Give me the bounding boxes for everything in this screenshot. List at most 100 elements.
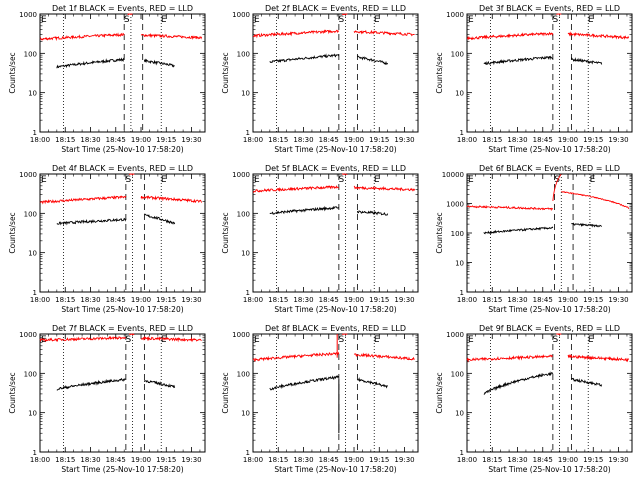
- panel-8: Det 8f BLACK = Events, RED = LLD 1 10 100 10…: [221, 324, 419, 474]
- y-tick-label: 10: [241, 90, 250, 98]
- x-tick-label: 18:45: [533, 136, 553, 144]
- y-tick-label: 10: [28, 250, 37, 258]
- marker-label: E: [254, 15, 260, 25]
- marker-label: E: [588, 15, 594, 25]
- marker-label: E: [590, 175, 596, 185]
- panel-7: Det 7f BLACK = Events, RED = LLD 1 10 100 10…: [8, 324, 206, 474]
- series-line-lld: [567, 353, 629, 363]
- marker-label: E: [374, 175, 380, 185]
- series-line-lld: [140, 335, 202, 343]
- marker-label: S: [126, 335, 132, 345]
- x-tick-label: 18:45: [319, 136, 339, 144]
- x-tick-label: 18:00: [243, 136, 263, 144]
- y-tick-label: 1: [33, 289, 37, 297]
- marker-label: E: [468, 15, 474, 25]
- panel-3: Det 3f BLACK = Events, RED = LLD 1 10 100 10…: [435, 4, 633, 154]
- y-axis-label: Counts/sec: [221, 52, 230, 93]
- y-tick-label: 10: [28, 410, 37, 418]
- series-line-events: [357, 377, 388, 389]
- y-tick-label: 10: [28, 90, 37, 98]
- panel-title: Det 1f BLACK = Events, RED = LLD: [52, 4, 193, 13]
- y-axis-label: Counts/sec: [435, 212, 444, 253]
- series-line-lld: [561, 191, 630, 210]
- x-tick-label: 18:15: [482, 456, 502, 464]
- series-line-lld: [353, 29, 415, 37]
- x-axis-label: Start Time (25-Nov-10 17:58:20): [61, 465, 183, 474]
- panel-5: Det 5f BLACK = Events, RED = LLD 1 10 100 10…: [221, 164, 419, 314]
- x-tick-label: 18:00: [243, 456, 263, 464]
- x-axis-label: Start Time (25-Nov-10 17:58:20): [488, 145, 610, 154]
- x-tick-label: 19:15: [156, 296, 176, 304]
- x-tick-label: 18:15: [482, 136, 502, 144]
- y-tick-label: 10: [455, 410, 464, 418]
- marker-label: E: [468, 335, 474, 345]
- x-tick-label: 18:45: [533, 296, 553, 304]
- x-tick-label: 19:00: [558, 296, 578, 304]
- y-tick-label: 100: [24, 370, 37, 378]
- x-tick-label: 18:30: [80, 296, 100, 304]
- series-line-events: [483, 226, 554, 235]
- marker-label: E: [374, 15, 380, 25]
- x-tick-label: 19:15: [369, 456, 389, 464]
- series-line-lld: [252, 351, 340, 362]
- series-line-lld: [128, 173, 135, 176]
- panel-title: Det 5f BLACK = Events, RED = LLD: [265, 164, 406, 173]
- y-tick-label: 1000: [19, 331, 37, 339]
- series-line-lld: [252, 29, 340, 39]
- x-tick-label: 18:15: [268, 136, 288, 144]
- y-tick-label: 1000: [19, 171, 37, 179]
- x-axis-label: Start Time (25-Nov-10 17:58:20): [274, 305, 396, 314]
- y-tick-label: 100: [451, 50, 464, 58]
- series-line-lld: [140, 32, 203, 41]
- series-line-events: [143, 58, 175, 68]
- y-tick-label: 100: [451, 370, 464, 378]
- x-tick-label: 18:00: [243, 296, 263, 304]
- y-tick-label: 1000: [232, 11, 250, 19]
- x-tick-label: 19:15: [369, 136, 389, 144]
- series-line-events: [269, 205, 340, 215]
- series-line-events: [143, 379, 176, 389]
- y-tick-label: 10: [455, 90, 464, 98]
- x-tick-label: 19:15: [369, 296, 389, 304]
- x-axis-label: Start Time (25-Nov-10 17:58:20): [274, 465, 396, 474]
- y-tick-label: 1: [33, 449, 37, 457]
- x-axis-label: Start Time (25-Nov-10 17:58:20): [488, 305, 610, 314]
- x-tick-label: 18:45: [533, 456, 553, 464]
- x-tick-label: 18:15: [55, 296, 75, 304]
- x-axis-label: Start Time (25-Nov-10 17:58:20): [61, 145, 183, 154]
- x-axis-label: Start Time (25-Nov-10 17:58:20): [61, 305, 183, 314]
- series-line-events: [571, 222, 603, 228]
- series-line-lld: [353, 185, 416, 192]
- x-tick-label: 19:00: [344, 296, 364, 304]
- plot-frame: [39, 173, 206, 293]
- y-tick-label: 1: [460, 289, 464, 297]
- panel-title: Det 9f BLACK = Events, RED = LLD: [479, 324, 620, 333]
- series-line-events: [269, 53, 340, 64]
- x-tick-label: 19:30: [608, 136, 628, 144]
- series-line-lld: [39, 32, 125, 42]
- x-axis-label: Start Time (25-Nov-10 17:58:20): [274, 145, 396, 154]
- marker-label: E: [374, 335, 380, 345]
- x-tick-label: 19:30: [394, 456, 414, 464]
- y-tick-label: 10: [241, 250, 250, 258]
- x-tick-label: 19:30: [608, 296, 628, 304]
- marker-label: S: [126, 175, 132, 185]
- series-line-events: [483, 371, 554, 395]
- series-line-events: [56, 57, 125, 69]
- y-tick-label: 1000: [232, 171, 250, 179]
- panel-1: Det 1f BLACK = Events, RED = LLD 1 10 100 10…: [8, 4, 206, 154]
- series-line-lld: [466, 31, 554, 41]
- series-line-events: [357, 55, 389, 66]
- series-line-lld: [353, 352, 415, 361]
- x-tick-label: 19:00: [131, 136, 151, 144]
- x-tick-label: 19:30: [181, 296, 201, 304]
- x-tick-label: 18:15: [268, 296, 288, 304]
- marker-label: S: [339, 15, 345, 25]
- panel-2: Det 2f BLACK = Events, RED = LLD 1 10 100 10…: [221, 4, 419, 154]
- plot-frame: [252, 13, 419, 133]
- x-tick-label: 18:45: [106, 296, 126, 304]
- marker-label: S: [339, 175, 345, 185]
- panel-title: Det 6f BLACK = Events, RED = LLD: [479, 164, 620, 173]
- x-tick-label: 18:00: [457, 136, 477, 144]
